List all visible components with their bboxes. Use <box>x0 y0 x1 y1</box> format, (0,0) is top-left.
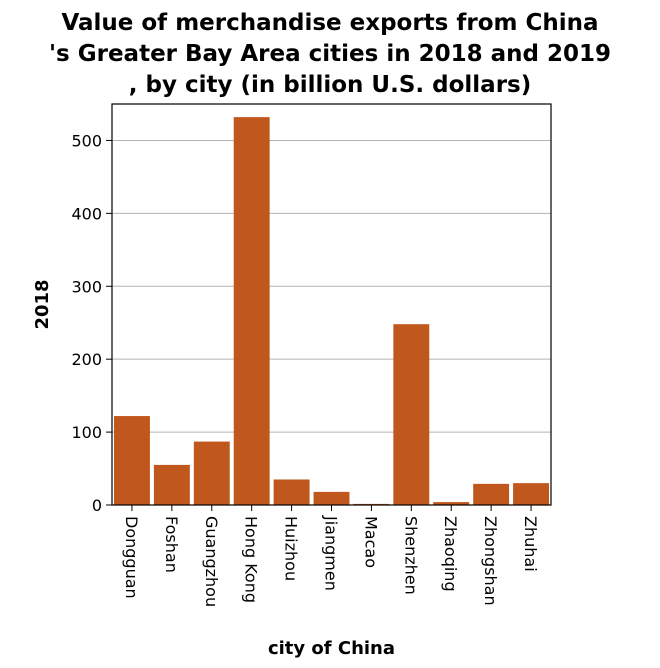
bar-foshan <box>153 464 190 505</box>
bar-huizhou <box>273 479 310 505</box>
x-tick-label: Zhuhai <box>521 516 540 572</box>
y-tick-label: 0 <box>92 496 102 515</box>
gridlines <box>112 139 551 506</box>
bar-jiangmen <box>313 491 350 505</box>
bar-shenzhen <box>393 324 430 505</box>
y-axis-ticks: 0 100 200 300 400 500 <box>71 131 112 515</box>
plot-frame <box>111 103 552 506</box>
y-tick-label: 400 <box>71 204 102 223</box>
y-tick-label: 200 <box>71 350 102 369</box>
bar-zhuhai <box>513 483 550 505</box>
y-tick-label: 300 <box>71 277 102 296</box>
chart-title: Value of merchandise exports from China … <box>0 8 660 101</box>
bar-dongguan <box>113 416 150 505</box>
x-axis-ticks: Dongguan Foshan Guangzhou Hong Kong Huizhou J… <box>122 505 540 607</box>
bar-guangzhou <box>193 441 230 505</box>
x-tick-label: Huizhou <box>282 516 301 581</box>
x-tick-label: Shenzhen <box>401 516 420 595</box>
x-tick-label: Macao <box>361 516 380 568</box>
bar-zhaoqing <box>433 502 470 505</box>
x-tick-label: Guangzhou <box>202 516 221 607</box>
x-tick-label: Hong Kong <box>242 516 261 603</box>
x-tick-label: Zhongshan <box>481 516 500 606</box>
x-tick-label: Dongguan <box>122 516 141 599</box>
y-tick-label: 500 <box>71 131 102 150</box>
bar-hong-kong <box>233 117 270 506</box>
x-axis-label: city of China <box>268 638 395 659</box>
x-tick-label: Jiangmen <box>322 515 341 591</box>
chart-title-line-1: Value of merchandise exports from China <box>61 10 599 36</box>
y-axis-label: 2018 <box>32 279 53 329</box>
x-tick-label: Zhaoqing <box>441 516 460 592</box>
chart-title-line-2: 's Greater Bay Area cities in 2018 and 2… <box>49 41 611 67</box>
x-tick-label: Foshan <box>162 516 181 573</box>
y-tick-label: 100 <box>71 423 102 442</box>
chart-title-line-3: , by city (in billion U.S. dollars) <box>128 72 532 98</box>
bar-zhongshan <box>473 483 510 505</box>
bars <box>113 117 550 506</box>
